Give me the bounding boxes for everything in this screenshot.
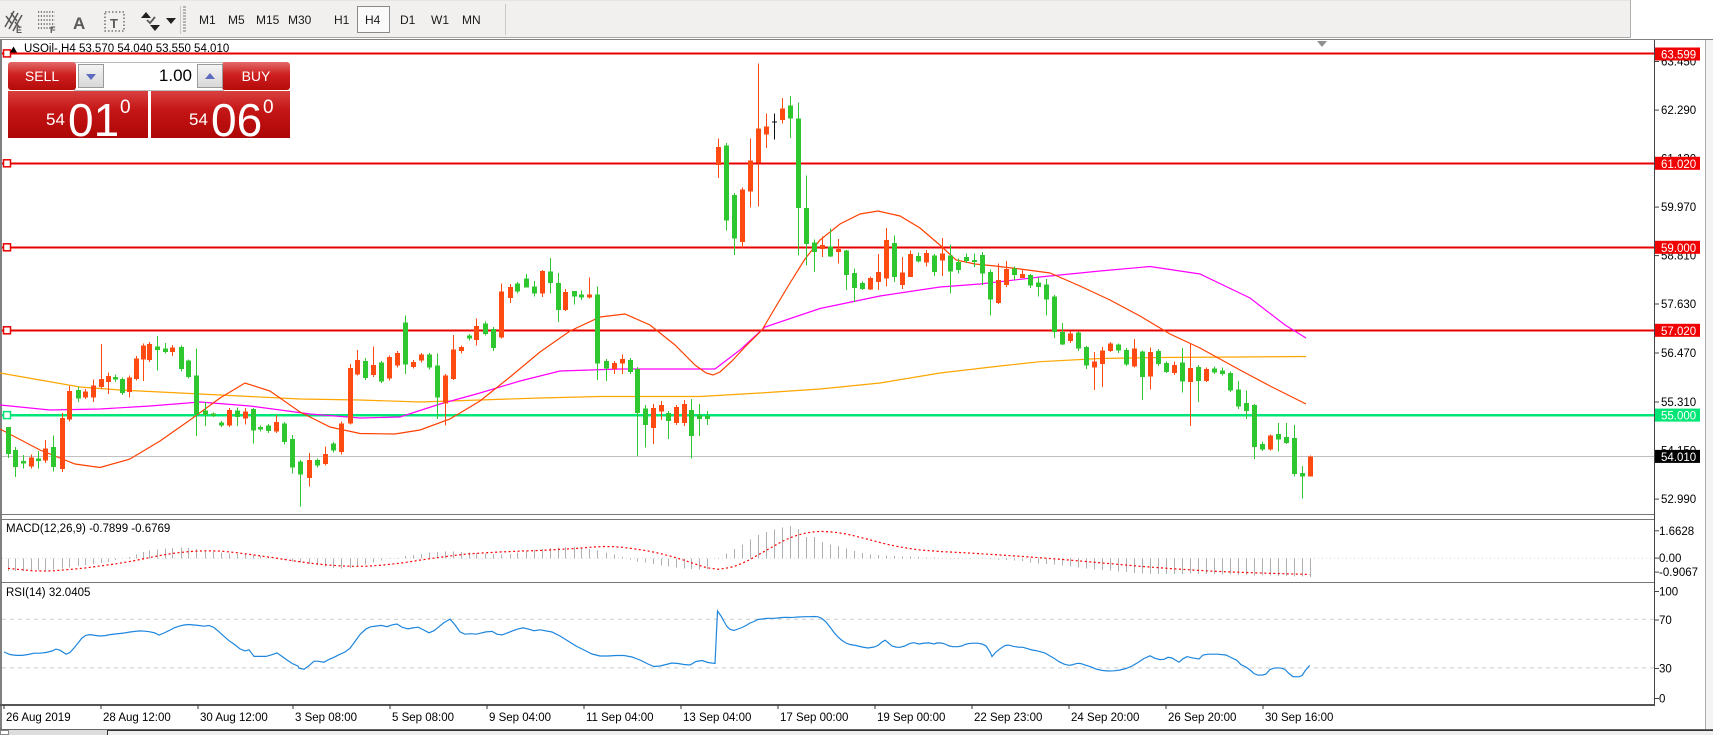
svg-text:26 Aug 2019: 26 Aug 2019	[6, 712, 71, 724]
svg-text:57.020: 57.020	[1661, 326, 1696, 338]
svg-text:13 Sep 04:00: 13 Sep 04:00	[683, 712, 751, 724]
svg-text:100: 100	[1659, 587, 1678, 599]
svg-text:63.599: 63.599	[1661, 50, 1696, 62]
svg-text:56.470: 56.470	[1661, 348, 1696, 360]
svg-text:3 Sep 08:00: 3 Sep 08:00	[295, 712, 357, 724]
svg-text:1.6628: 1.6628	[1659, 526, 1694, 538]
svg-text:A: A	[73, 14, 85, 33]
svg-text:22 Sep 23:00: 22 Sep 23:00	[974, 712, 1042, 724]
svg-text:52.990: 52.990	[1661, 494, 1696, 506]
svg-text:5 Sep 08:00: 5 Sep 08:00	[392, 712, 454, 724]
svg-text:62.290: 62.290	[1661, 105, 1696, 117]
svg-text:26 Sep 20:00: 26 Sep 20:00	[1168, 712, 1236, 724]
svg-text:0.00: 0.00	[1659, 553, 1681, 565]
svg-text:55.000: 55.000	[1661, 411, 1696, 423]
svg-text:28 Aug 12:00: 28 Aug 12:00	[103, 712, 171, 724]
svg-text:F: F	[50, 25, 56, 35]
svg-text:MACD(12,26,9) -0.7899 -0.6769: MACD(12,26,9) -0.7899 -0.6769	[6, 523, 170, 535]
svg-text:30 Aug 12:00: 30 Aug 12:00	[200, 712, 268, 724]
svg-text:59.000: 59.000	[1661, 243, 1696, 255]
svg-text:19 Sep 00:00: 19 Sep 00:00	[877, 712, 945, 724]
svg-text:E: E	[16, 25, 22, 35]
svg-text:-0.9067: -0.9067	[1659, 567, 1698, 579]
svg-text:54.010: 54.010	[1661, 452, 1696, 464]
svg-text:57.630: 57.630	[1661, 299, 1696, 311]
svg-text:11 Sep 04:00: 11 Sep 04:00	[586, 712, 654, 724]
svg-text:17 Sep 00:00: 17 Sep 00:00	[780, 712, 848, 724]
svg-text:24 Sep 20:00: 24 Sep 20:00	[1071, 712, 1139, 724]
svg-text:59.970: 59.970	[1661, 202, 1696, 214]
svg-text:61.020: 61.020	[1661, 159, 1696, 171]
svg-text:0: 0	[1659, 694, 1665, 706]
svg-text:30: 30	[1659, 664, 1672, 676]
svg-text:T: T	[110, 16, 118, 31]
svg-text:30 Sep 16:00: 30 Sep 16:00	[1265, 712, 1333, 724]
svg-text:RSI(14) 32.0405: RSI(14) 32.0405	[6, 587, 90, 599]
svg-text:9 Sep 04:00: 9 Sep 04:00	[489, 712, 551, 724]
svg-text:55.310: 55.310	[1661, 397, 1696, 409]
svg-text:USOil-,H4 53.570 54.040 53.55: USOil-,H4 53.570 54.040 53.550 54.010	[24, 43, 229, 55]
svg-text:70: 70	[1659, 615, 1672, 627]
